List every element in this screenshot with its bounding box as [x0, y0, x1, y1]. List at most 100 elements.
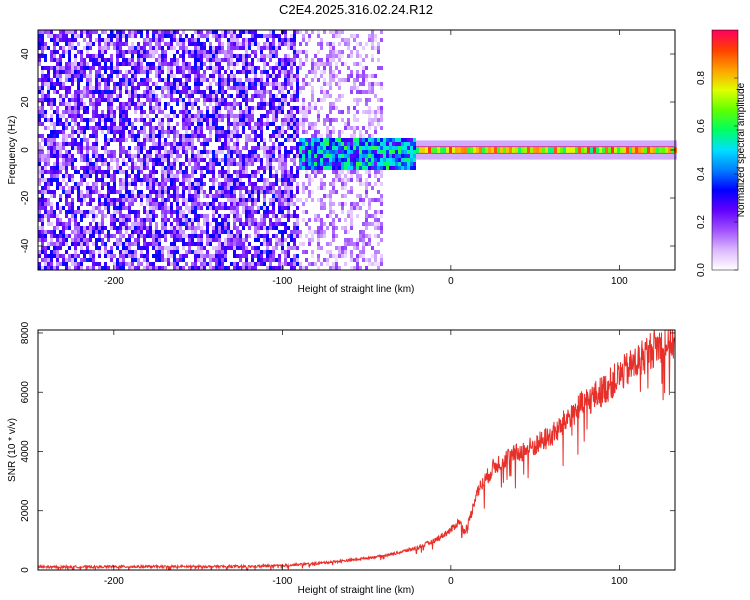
- spectrogram-cell: [272, 154, 275, 158]
- spectrogram-cell: [182, 150, 185, 154]
- spectrogram-cell: [185, 110, 188, 114]
- spectrogram-cell: [41, 178, 44, 182]
- spectrogram-cell: [110, 250, 113, 254]
- spectrogram-cell: [95, 150, 98, 154]
- spectrogram-cell: [176, 170, 179, 174]
- spectrogram-cell: [68, 90, 71, 94]
- spectrogram-cell: [158, 186, 161, 190]
- spectrogram-cell: [107, 174, 110, 178]
- spectrogram-cell: [263, 114, 266, 118]
- spectrogram-cell: [80, 210, 83, 214]
- spectrogram-cell: [68, 154, 71, 158]
- spectrogram-cell: [272, 30, 275, 34]
- spectrogram-cell: [395, 166, 398, 170]
- spectrogram-cell: [98, 250, 101, 254]
- spectrogram-cell: [356, 110, 359, 114]
- spectrogram-cell: [161, 178, 164, 182]
- spectrogram-cell: [227, 198, 230, 202]
- spectrogram-cell: [344, 194, 347, 198]
- spectrogram-cell: [143, 126, 146, 130]
- spectrogram-cell: [365, 110, 368, 114]
- spectrogram-cell: [140, 126, 143, 130]
- spectrogram-cell: [83, 74, 86, 78]
- spectrogram-cell: [290, 174, 293, 178]
- spectrogram-cell: [149, 126, 152, 130]
- spectrogram-cell: [59, 34, 62, 38]
- spectrogram-cell: [41, 186, 44, 190]
- spectrogram-cell: [311, 146, 314, 150]
- spectrogram-cell: [83, 46, 86, 50]
- spectrogram-cell: [113, 186, 116, 190]
- spectrogram-cell: [179, 230, 182, 234]
- spectrogram-cell: [230, 42, 233, 46]
- spectrogram-cell: [317, 98, 320, 102]
- spectrogram-cell: [53, 254, 56, 258]
- spectrogram-cell: [272, 266, 275, 270]
- spectrogram-cell: [86, 86, 89, 90]
- spectrogram-cell: [287, 234, 290, 238]
- spectrogram-cell: [89, 250, 92, 254]
- spectrogram-cell: [269, 266, 272, 270]
- spectrogram-cell: [293, 174, 296, 178]
- spectrogram-cell: [290, 114, 293, 118]
- spectrogram-cell: [305, 154, 308, 158]
- spectrogram-cell: [71, 138, 74, 142]
- spectrogram-cell: [317, 62, 320, 66]
- spectrogram-cell: [284, 82, 287, 86]
- spectrogram-cell: [311, 142, 314, 146]
- spectrogram-cell: [251, 58, 254, 62]
- spectrogram-cell: [236, 186, 239, 190]
- spectrogram-cell: [302, 138, 305, 142]
- spectrogram-cell: [206, 78, 209, 82]
- spectrogram-cell: [269, 202, 272, 206]
- spectrogram-cell: [98, 94, 101, 98]
- spectrogram-cell: [182, 46, 185, 50]
- spectrogram-cell: [293, 122, 296, 126]
- spectrogram-cell: [152, 230, 155, 234]
- spectrogram-cell: [80, 158, 83, 162]
- spectrogram-cell: [359, 146, 362, 150]
- spectrogram-cell: [371, 58, 374, 62]
- spectrogram-cell: [191, 94, 194, 98]
- spectrogram-cell: [137, 258, 140, 262]
- spectrogram-cell: [221, 258, 224, 262]
- spectrogram-cell: [68, 66, 71, 70]
- spectrogram-cell: [167, 190, 170, 194]
- spectrogram-cell: [68, 190, 71, 194]
- carrier-cell: [524, 147, 527, 153]
- spectrogram-cell: [65, 158, 68, 162]
- spectrogram-cell: [215, 34, 218, 38]
- spectrogram-cell: [350, 202, 353, 206]
- spectrogram-cell: [119, 78, 122, 82]
- spectrogram-cell: [221, 206, 224, 210]
- spectrogram-cell: [173, 82, 176, 86]
- spectrogram-cell: [185, 138, 188, 142]
- spectrogram-cell: [218, 82, 221, 86]
- spectrogram-cell: [179, 78, 182, 82]
- spectrogram-cell: [221, 58, 224, 62]
- spectrogram-cell: [188, 158, 191, 162]
- spectrogram-cell: [86, 90, 89, 94]
- spectrogram-cell: [284, 182, 287, 186]
- spectrogram-cell: [161, 66, 164, 70]
- spectrogram-cell: [269, 226, 272, 230]
- spectrogram-cell: [41, 150, 44, 154]
- spectrogram-cell: [218, 66, 221, 70]
- spectrogram-cell: [368, 198, 371, 202]
- spectrogram-cell: [167, 130, 170, 134]
- spectrogram-cell: [110, 218, 113, 222]
- spectrogram-cell: [122, 254, 125, 258]
- spectrogram-cell: [290, 266, 293, 270]
- spectrogram-cell: [236, 170, 239, 174]
- spectrogram-cell: [92, 154, 95, 158]
- spectrogram-cell: [131, 134, 134, 138]
- spectrogram-cell: [62, 162, 65, 166]
- spectrogram-cell: [317, 118, 320, 122]
- spectrogram-cell: [74, 90, 77, 94]
- spectrogram-cell: [254, 230, 257, 234]
- spectrogram-cell: [209, 118, 212, 122]
- spectrogram-cell: [80, 166, 83, 170]
- spectrogram-cell: [176, 226, 179, 230]
- spectrogram-cell: [95, 262, 98, 266]
- spectrogram-cell: [80, 250, 83, 254]
